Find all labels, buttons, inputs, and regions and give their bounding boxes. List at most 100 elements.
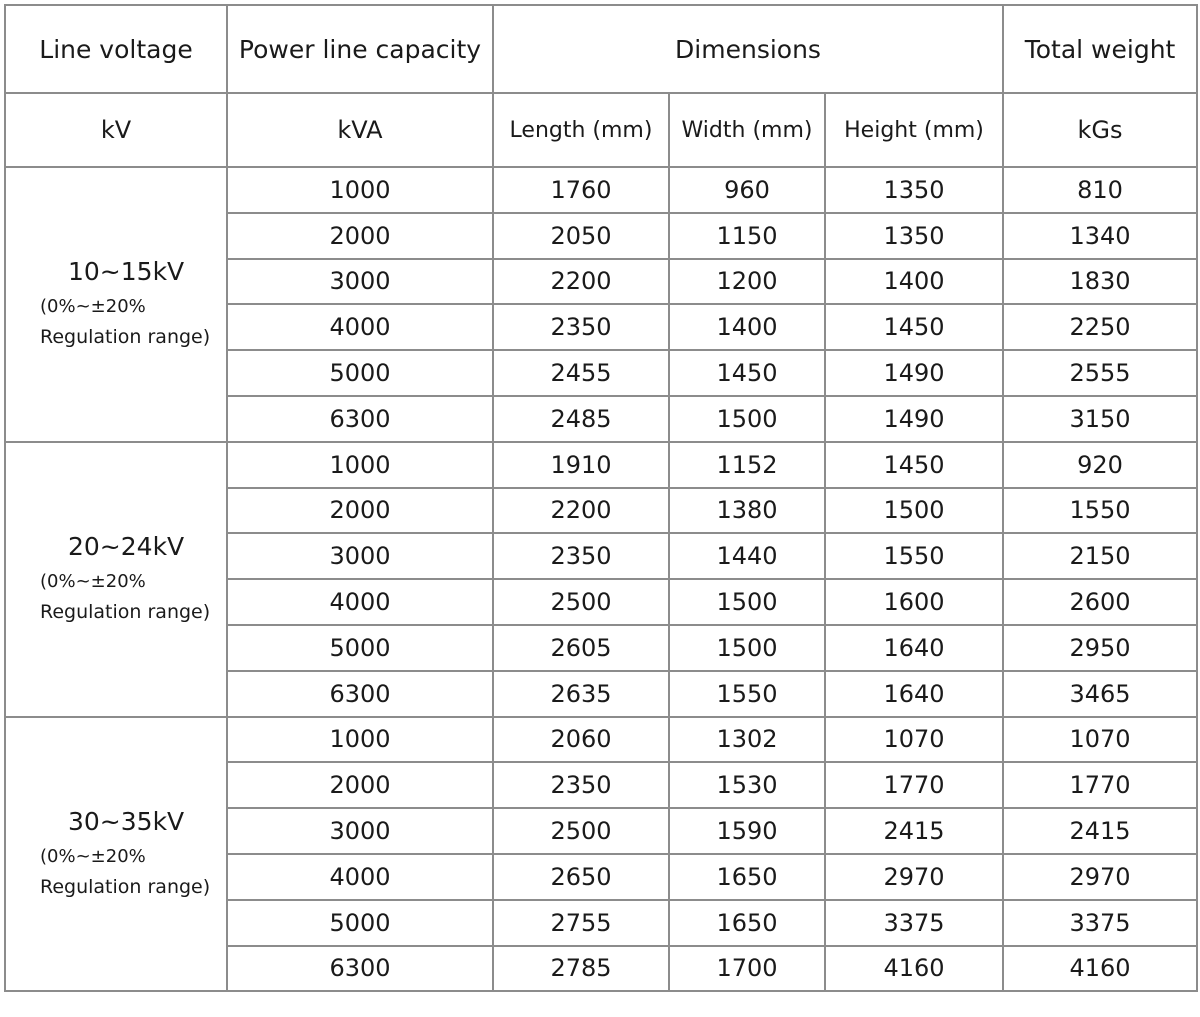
regulation-note-2: Regulation range)	[40, 326, 211, 349]
cell-weight: 2415	[1002, 807, 1199, 855]
table-row: 5000 2755 1650 3375 3375	[5, 898, 1199, 947]
cell-weight: 2600	[1002, 578, 1199, 626]
cell-height: 1400	[823, 257, 1005, 306]
cell-length: 2350	[492, 303, 670, 352]
cell-capacity: 5000	[226, 349, 494, 397]
cell-width: 1650	[668, 898, 826, 947]
unit-kgs: kGs	[1002, 92, 1199, 168]
table-row: 20~24kV (0%~±20% Regulation range) 1000 1910…	[4, 440, 1199, 718]
cell-height: 1450	[823, 303, 1005, 352]
cell-height: 1350	[823, 166, 1005, 214]
table-row: 4000 2500 1500 1600 2600	[5, 578, 1199, 626]
cell-capacity: 6300	[226, 669, 494, 718]
table-row: 3000 2500 1590 2415 2415	[5, 807, 1199, 855]
cell-width: 1650	[668, 852, 826, 901]
cell-length: 2485	[492, 394, 670, 443]
cell-capacity: 1000	[226, 166, 494, 214]
cell-weight: 2555	[1002, 349, 1199, 397]
table-row: 5000 2455 1450 1490 2555	[5, 349, 1199, 397]
cell-width: 1500	[668, 394, 826, 443]
table-row: 5000 2605 1500 1640 2950	[5, 623, 1199, 672]
table-row: 30~35kV (0%~±20% Regulation range) 1000 2060…	[4, 715, 1199, 993]
cell-length: 2755	[492, 898, 670, 947]
cell-weight: 1550	[1002, 486, 1199, 535]
cell-length: 2050	[492, 211, 670, 260]
cell-capacity: 1000	[226, 715, 494, 764]
regulation-note-2: Regulation range)	[40, 601, 211, 623]
regulation-note-2: Regulation range)	[40, 875, 211, 898]
table-row: 6300 2635 1550 1640 3465	[5, 669, 1199, 718]
cell-weight: 1830	[1002, 257, 1199, 306]
unit-height: Height (mm)	[823, 92, 1005, 168]
cell-weight: 2950	[1002, 623, 1199, 672]
cell-height: 1640	[823, 623, 1005, 672]
cell-length: 2350	[492, 532, 670, 581]
cell-capacity: 5000	[226, 623, 494, 672]
cell-height: 1450	[823, 440, 1005, 489]
units-row: kV kVA Length (mm) Width (mm) Height (mm…	[4, 92, 1199, 168]
voltage-group-cell: 30~35kV (0%~±20% Regulation range)	[4, 715, 228, 993]
cell-length: 1760	[492, 166, 670, 214]
cell-width: 1590	[668, 807, 826, 855]
cell-height: 3375	[823, 898, 1005, 947]
cell-capacity: 1000	[226, 440, 494, 489]
cell-weight: 920	[1002, 440, 1199, 489]
table-row: 10~15kV (0%~±20% Regulation range) 1000 1760…	[4, 166, 1199, 443]
cell-height: 1770	[823, 761, 1005, 810]
cell-width: 1500	[668, 578, 826, 626]
cell-weight: 3150	[1002, 394, 1199, 443]
voltage-range-label: 20~24kV	[68, 531, 185, 561]
unit-length: Length (mm)	[492, 92, 670, 168]
header-row: Line voltage Power line capacity Dimensi…	[4, 4, 1199, 94]
table-row: 6300 2485 1500 1490 3150	[5, 394, 1199, 443]
cell-length: 2060	[492, 715, 670, 764]
cell-length: 1910	[492, 440, 670, 489]
cell-capacity: 5000	[226, 898, 494, 947]
cell-capacity: 2000	[226, 211, 494, 260]
cell-weight: 4160	[1002, 944, 1199, 993]
cell-height: 2970	[823, 852, 1005, 901]
cell-weight: 1770	[1002, 761, 1199, 810]
cell-height: 1070	[823, 715, 1005, 764]
cell-weight: 3465	[1002, 669, 1199, 718]
cell-height: 1350	[823, 211, 1005, 260]
cell-length: 2500	[492, 578, 670, 626]
cell-length: 2785	[492, 944, 670, 993]
cell-height: 4160	[823, 944, 1005, 993]
cell-capacity: 3000	[226, 257, 494, 306]
table-row: 3000 2200 1200 1400 1830	[5, 257, 1199, 306]
voltage-range-label: 30~35kV	[68, 806, 185, 836]
cell-height: 2415	[823, 807, 1005, 855]
voltage-group-cell: 10~15kV (0%~±20% Regulation range)	[4, 166, 228, 443]
cell-weight: 2970	[1002, 852, 1199, 901]
voltage-group-cell: 20~24kV (0%~±20% Regulation range)	[4, 440, 228, 718]
table-row: 2000 2350 1530 1770 1770	[5, 761, 1199, 810]
cell-length: 2650	[492, 852, 670, 901]
cell-length: 2605	[492, 623, 670, 672]
table-body: Line voltage Power line capacity Dimensi…	[4, 4, 1199, 993]
cell-length: 2200	[492, 486, 670, 535]
cell-width: 1302	[668, 715, 826, 764]
table-row: 6300 2785 1700 4160 4160	[5, 944, 1199, 993]
cell-width: 1400	[668, 303, 826, 352]
cell-height: 1550	[823, 532, 1005, 581]
cell-width: 1152	[668, 440, 826, 489]
header-total-weight: Total weight	[1002, 4, 1199, 94]
cell-width: 1440	[668, 532, 826, 581]
header-line-voltage: Line voltage	[4, 4, 228, 94]
cell-height: 1500	[823, 486, 1005, 535]
regulation-note-1: (0%~±20%	[40, 845, 146, 867]
cell-weight: 2250	[1002, 303, 1199, 352]
cell-height: 1600	[823, 578, 1005, 626]
cell-capacity: 6300	[226, 944, 494, 993]
cell-capacity: 3000	[226, 807, 494, 855]
cell-width: 1150	[668, 211, 826, 260]
table-row: 4000 2350 1400 1450 2250	[5, 303, 1199, 352]
unit-kv: kV	[4, 92, 228, 168]
cell-height: 1640	[823, 669, 1005, 718]
cell-capacity: 4000	[226, 578, 494, 626]
header-dimensions: Dimensions	[491, 4, 1005, 94]
cell-width: 1500	[668, 623, 826, 672]
cell-width: 1380	[668, 486, 826, 535]
cell-length: 2635	[492, 669, 670, 718]
